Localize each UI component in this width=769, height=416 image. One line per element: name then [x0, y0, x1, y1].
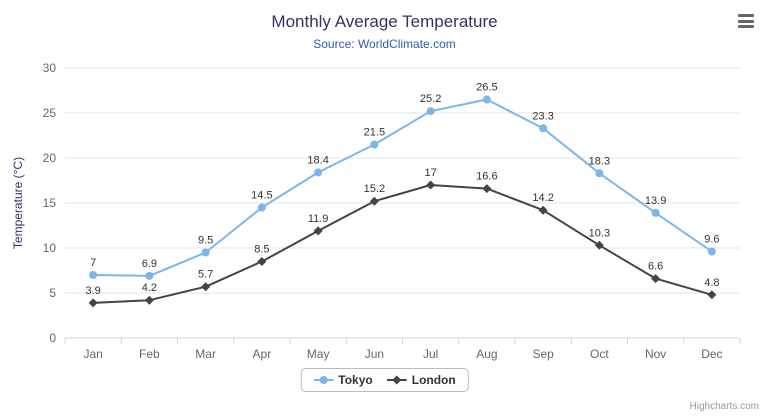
- circle-marker-icon: [313, 376, 334, 384]
- london-data-point[interactable]: [369, 196, 379, 206]
- data-label: 18.4: [307, 154, 328, 166]
- london-series-line: [93, 184, 713, 304]
- london-data-point[interactable]: [538, 205, 548, 215]
- legend-label: Tokyo: [338, 373, 373, 387]
- london-data-point[interactable]: [594, 240, 604, 250]
- data-label: 16.6: [476, 171, 497, 183]
- tokyo-data-point[interactable]: [539, 124, 548, 133]
- x-axis-label: Feb: [139, 347, 160, 361]
- data-label: 10.3: [589, 227, 610, 239]
- y-axis-title: Temperature (°C): [11, 157, 25, 249]
- y-axis-label: 5: [49, 286, 56, 300]
- data-label: 18.3: [589, 155, 610, 167]
- london-data-point[interactable]: [707, 290, 717, 300]
- legend-item-tokyo[interactable]: Tokyo: [313, 373, 373, 387]
- y-axis-label: 20: [43, 151, 57, 165]
- data-label: 4.8: [704, 277, 719, 289]
- london-data-point[interactable]: [482, 184, 492, 194]
- x-axis-label: May: [307, 347, 330, 361]
- chart-plot-area: 0 5 10 15 20 25 30 Jan Feb Mar Apr May Jun Jul Aug Sep O…: [11, 61, 741, 361]
- y-axis-label: 10: [43, 241, 57, 255]
- london-data-point[interactable]: [88, 298, 98, 308]
- london-data-point[interactable]: [257, 257, 267, 266]
- tokyo-data-point[interactable]: [651, 208, 660, 217]
- x-axis-label: Mar: [195, 347, 216, 361]
- london-data-point[interactable]: [313, 226, 323, 236]
- data-label: 4.2: [142, 282, 157, 294]
- legend-label: London: [411, 373, 456, 387]
- x-axis-label: Apr: [253, 347, 272, 361]
- data-label: 14.5: [251, 190, 272, 202]
- y-axis-label: 0: [49, 331, 56, 345]
- tokyo-data-point[interactable]: [426, 107, 435, 116]
- data-label: 23.3: [532, 110, 553, 122]
- tokyo-data-point[interactable]: [145, 271, 154, 280]
- tokyo-data-point[interactable]: [89, 271, 98, 279]
- london-data-point[interactable]: [651, 274, 661, 284]
- data-label: 14.2: [532, 192, 553, 204]
- data-label: 5.7: [198, 269, 213, 281]
- x-axis-label: Dec: [701, 347, 722, 361]
- hamburger-bar: [738, 14, 754, 17]
- tokyo-data-point[interactable]: [314, 168, 323, 177]
- data-label: 26.5: [476, 82, 497, 94]
- data-label: 3.9: [85, 285, 100, 297]
- london-data-point[interactable]: [201, 282, 211, 292]
- legend-item-london[interactable]: London: [386, 373, 456, 387]
- data-label: 8.5: [254, 244, 269, 256]
- tokyo-data-point[interactable]: [257, 203, 266, 212]
- y-axis-label: 15: [43, 196, 57, 210]
- tokyo-data-point[interactable]: [201, 248, 210, 257]
- data-label: 13.9: [645, 195, 666, 207]
- hamburger-bar: [738, 19, 754, 23]
- hamburger-bar: [738, 25, 754, 28]
- legend: Tokyo London: [300, 368, 469, 392]
- x-axis-label: Jul: [423, 347, 438, 361]
- chart-subtitle: Source: WorldClimate.com: [313, 37, 456, 51]
- data-label: 7: [90, 257, 96, 269]
- x-axis-label: Jun: [365, 347, 384, 361]
- credits-link[interactable]: Highcharts.com: [689, 401, 759, 412]
- hamburger-menu-icon[interactable]: [735, 12, 757, 30]
- y-axis-label: 25: [43, 106, 57, 120]
- x-axis-label: Oct: [590, 347, 609, 361]
- chart-title: Monthly Average Temperature: [271, 12, 498, 31]
- data-label: 9.5: [198, 235, 213, 247]
- data-label: 11.9: [308, 213, 329, 225]
- data-label: 25.2: [420, 93, 441, 105]
- data-label: 15.2: [364, 183, 385, 195]
- london-data-point[interactable]: [426, 180, 436, 190]
- data-label: 9.6: [704, 234, 719, 246]
- tokyo-data-point[interactable]: [482, 95, 491, 104]
- x-axis-label: Sep: [532, 347, 554, 361]
- data-label: 6.9: [142, 258, 157, 270]
- x-axis-label: Nov: [645, 347, 666, 361]
- y-axis-label: 30: [43, 61, 57, 75]
- tokyo-series-line: [93, 98, 713, 277]
- data-label: 17: [425, 167, 437, 179]
- x-axis-label: Jan: [83, 347, 102, 361]
- x-axis-label: Aug: [476, 347, 497, 361]
- diamond-marker-icon: [386, 375, 407, 385]
- tokyo-data-point[interactable]: [370, 140, 379, 149]
- data-label: 6.6: [648, 261, 663, 273]
- tokyo-data-point[interactable]: [707, 247, 716, 256]
- tokyo-data-point[interactable]: [595, 169, 604, 178]
- data-label: 21.5: [364, 127, 385, 139]
- london-data-point[interactable]: [144, 295, 154, 305]
